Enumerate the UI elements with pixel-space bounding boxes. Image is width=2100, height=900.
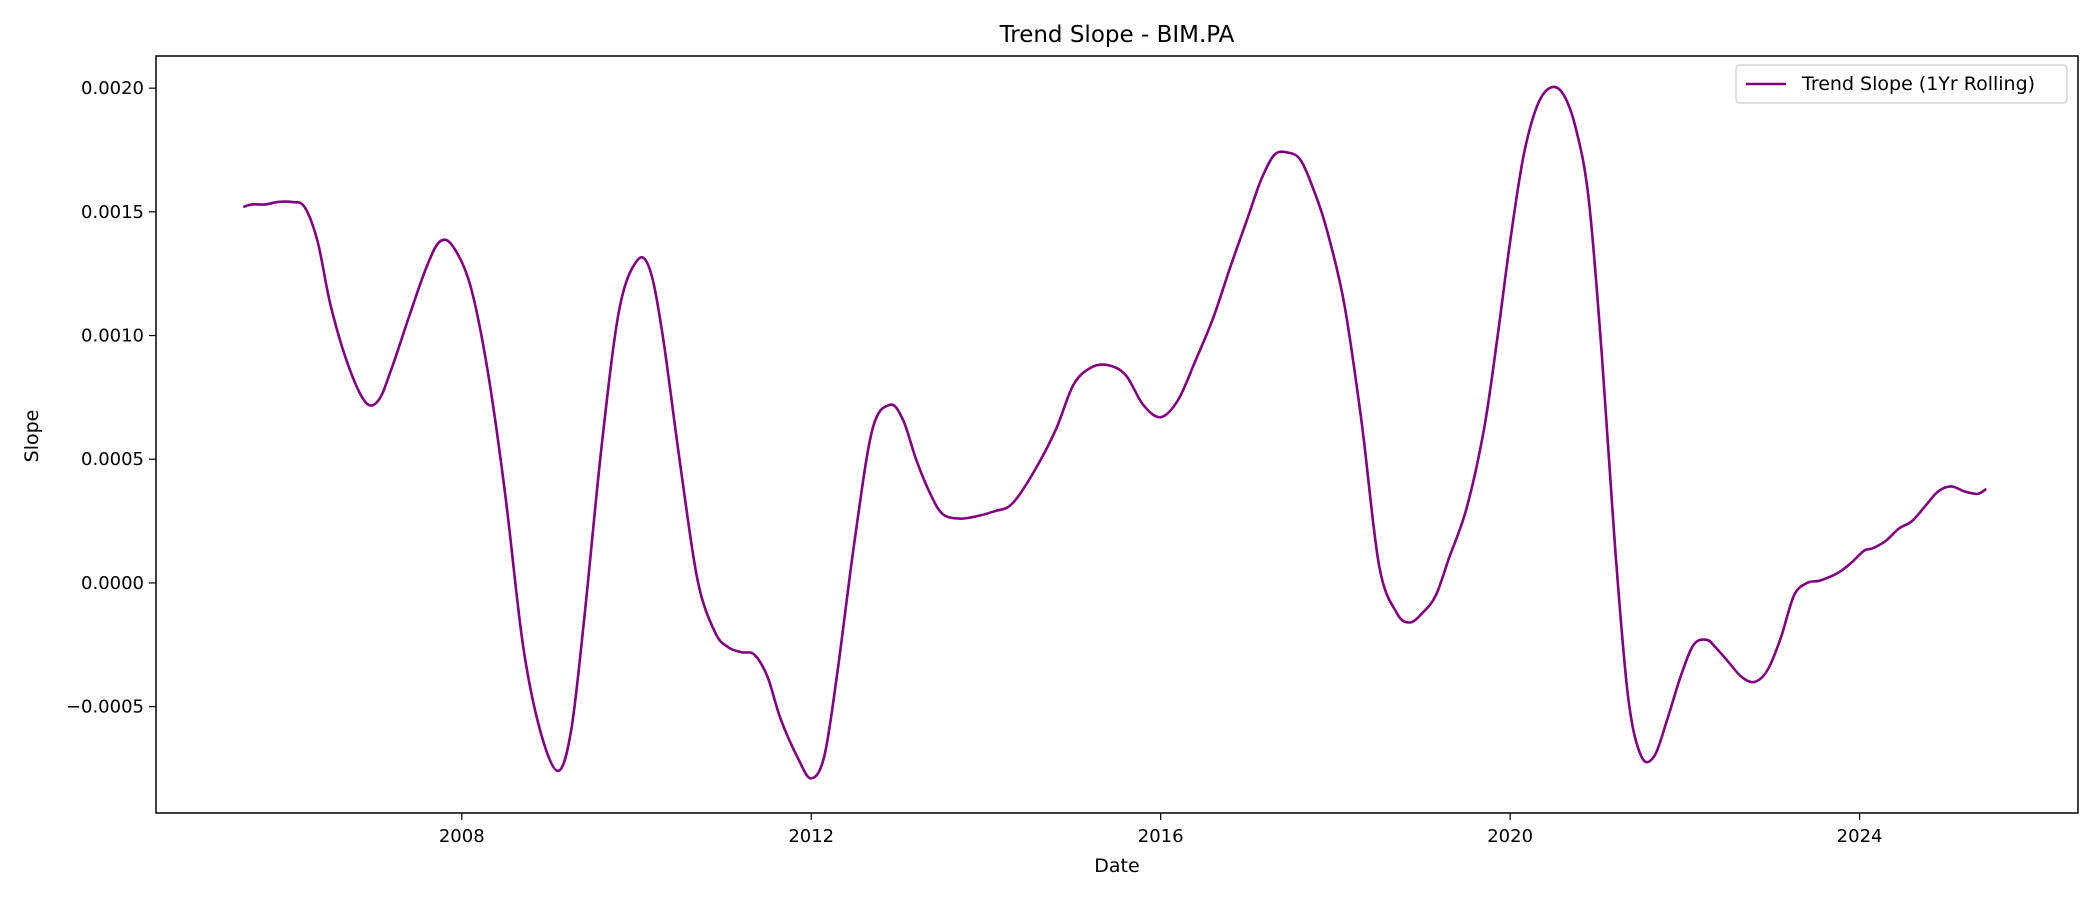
series-layer: [242, 85, 1987, 780]
x-tick-label: 2008: [439, 826, 485, 847]
x-tick-label: 2016: [1138, 826, 1184, 847]
x-tick-label: 2012: [788, 826, 834, 847]
trend-slope-line: [242, 85, 1987, 780]
x-tick-label: 2024: [1837, 826, 1883, 847]
y-tick-label: 0.0000: [81, 573, 144, 594]
plot-frame: [155, 55, 2079, 814]
y-tick-label: 0.0015: [81, 202, 144, 223]
y-tick-label: 0.0010: [81, 326, 144, 347]
legend: Trend Slope (1Yr Rolling): [1735, 64, 2068, 104]
legend-box: [1735, 64, 2068, 104]
chart-title: Trend Slope - BIM.PA: [999, 22, 1235, 48]
axis-ticks: 2008 2012 2016 2020 2024 −0.0005 0.0000 0.0005 0…: [66, 78, 1883, 847]
y-tick-label: 0.0005: [81, 449, 144, 470]
x-axis-label: Date: [1094, 855, 1139, 877]
x-tick-label: 2020: [1487, 826, 1533, 847]
legend-label: Trend Slope (1Yr Rolling): [1801, 73, 2035, 95]
y-tick-label: 0.0020: [81, 78, 144, 99]
y-axis-label: Slope: [21, 410, 43, 463]
y-tick-label: −0.0005: [66, 697, 144, 718]
